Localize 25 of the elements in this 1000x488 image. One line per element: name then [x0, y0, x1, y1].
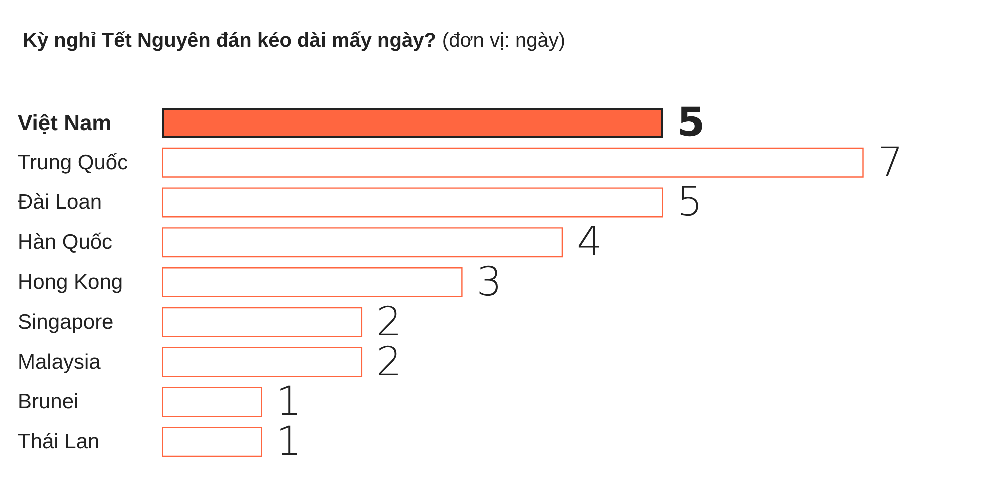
y-tick-label: Việt Nam	[18, 110, 112, 136]
bar	[162, 268, 463, 298]
y-tick-label: Brunei	[18, 390, 79, 414]
bar	[162, 307, 363, 338]
y-tick-label: Thái Lan	[18, 430, 100, 454]
bar	[162, 427, 262, 458]
chart-subtitle: (đơn vị: ngày)	[442, 30, 566, 52]
data-label: 7	[878, 140, 904, 186]
y-tick-label: Hàn Quốc	[18, 231, 113, 254]
data-label: 5	[677, 180, 703, 226]
y-tick-label: Malaysia	[18, 350, 102, 374]
y-tick-label: Trung Quốc	[18, 151, 128, 174]
bar	[162, 188, 664, 218]
bar	[162, 387, 262, 418]
bar	[162, 148, 864, 178]
y-tick-label: Hong Kong	[18, 271, 124, 294]
data-label: 4	[577, 220, 603, 266]
bar	[162, 228, 564, 258]
chart-title: Kỳ nghỉ Tết Nguyên đán kéo dài mấy ngày?	[23, 30, 436, 52]
y-tick-label: Singapore	[18, 310, 114, 334]
bar	[162, 347, 363, 378]
bar	[162, 108, 664, 138]
data-label: 5	[677, 100, 706, 146]
y-tick-label: Đài Loan	[18, 191, 102, 214]
data-label: 3	[476, 260, 502, 306]
